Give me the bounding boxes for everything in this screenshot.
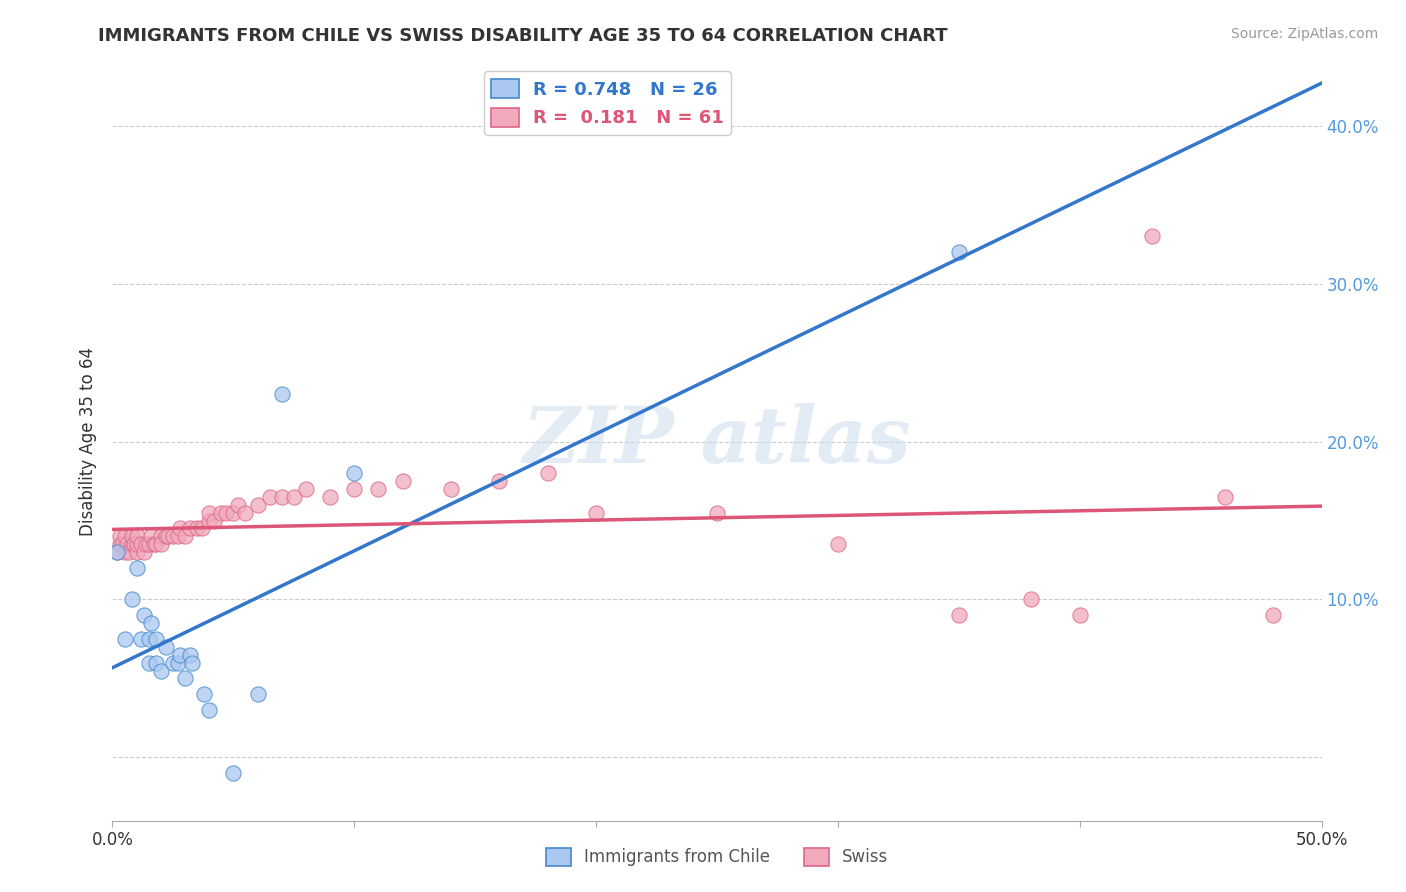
Point (155, 529, 177, 543)
Point (174, 672, 197, 686)
Point (145, 537, 167, 551)
Point (181, 656, 204, 670)
Point (1069, 608, 1091, 623)
Point (186, 521, 208, 535)
Point (155, 640, 177, 654)
Point (827, 537, 849, 551)
Point (125, 561, 148, 575)
Point (343, 482, 366, 496)
Point (135, 537, 157, 551)
Point (141, 529, 163, 543)
Point (179, 521, 201, 535)
Point (121, 592, 143, 607)
Point (209, 506, 232, 520)
Point (1213, 490, 1236, 504)
Point (295, 482, 318, 496)
Point (226, 498, 249, 512)
Point (948, 244, 970, 259)
Point (149, 664, 172, 678)
Point (222, 766, 245, 780)
Point (162, 656, 184, 670)
Point (125, 529, 148, 543)
Point (138, 537, 160, 551)
Point (145, 656, 167, 670)
Point (108, 529, 131, 543)
Point (235, 506, 257, 520)
Point (131, 632, 153, 646)
Point (706, 506, 728, 520)
Point (1142, 229, 1164, 244)
Point (1021, 592, 1043, 607)
Point (166, 656, 188, 670)
Point (169, 648, 191, 662)
Point (246, 687, 269, 701)
Point (319, 490, 342, 504)
Point (105, 545, 128, 559)
Point (948, 608, 970, 623)
Text: ZIP atlas: ZIP atlas (523, 403, 911, 480)
Point (440, 482, 463, 496)
Point (149, 537, 172, 551)
Point (367, 482, 389, 496)
Point (114, 529, 136, 543)
Point (193, 687, 215, 701)
Point (114, 632, 136, 646)
Point (108, 537, 131, 551)
Point (111, 537, 134, 551)
Point (166, 529, 188, 543)
Point (122, 537, 145, 551)
Point (246, 498, 269, 512)
Point (157, 529, 180, 543)
Point (121, 537, 143, 551)
Point (391, 474, 413, 488)
Point (215, 506, 238, 520)
Text: IMMIGRANTS FROM CHILE VS SWISS DISABILITY AGE 35 TO 64 CORRELATION CHART: IMMIGRANTS FROM CHILE VS SWISS DISABILIT… (98, 27, 948, 45)
Point (132, 545, 155, 559)
Point (174, 529, 197, 543)
Point (270, 490, 292, 504)
Point (114, 545, 136, 559)
Point (585, 506, 607, 520)
Point (132, 608, 155, 623)
Point (222, 506, 245, 520)
Point (138, 656, 160, 670)
Point (105, 545, 128, 559)
Point (537, 466, 560, 480)
Point (138, 632, 160, 646)
Point (121, 529, 143, 543)
Point (149, 529, 172, 543)
Point (198, 506, 221, 520)
Text: Source: ZipAtlas.com: Source: ZipAtlas.com (1230, 27, 1378, 41)
Point (169, 521, 191, 535)
Point (115, 537, 138, 551)
Point (125, 545, 148, 559)
Point (488, 474, 510, 488)
Point (162, 529, 184, 543)
Point (131, 537, 153, 551)
Y-axis label: Disability Age 35 to 64: Disability Age 35 to 64 (79, 347, 97, 536)
Point (259, 490, 281, 504)
Point (1263, 608, 1285, 623)
Point (191, 521, 214, 535)
Point (343, 466, 366, 480)
Point (142, 537, 165, 551)
Point (198, 514, 221, 528)
Point (198, 703, 221, 717)
Legend: Immigrants from Chile, Swiss: Immigrants from Chile, Swiss (540, 841, 894, 873)
Point (202, 514, 225, 528)
Point (141, 616, 163, 631)
Point (283, 490, 305, 504)
Point (125, 537, 148, 551)
Point (118, 545, 141, 559)
Point (145, 632, 167, 646)
Point (179, 648, 201, 662)
Point (270, 387, 292, 401)
